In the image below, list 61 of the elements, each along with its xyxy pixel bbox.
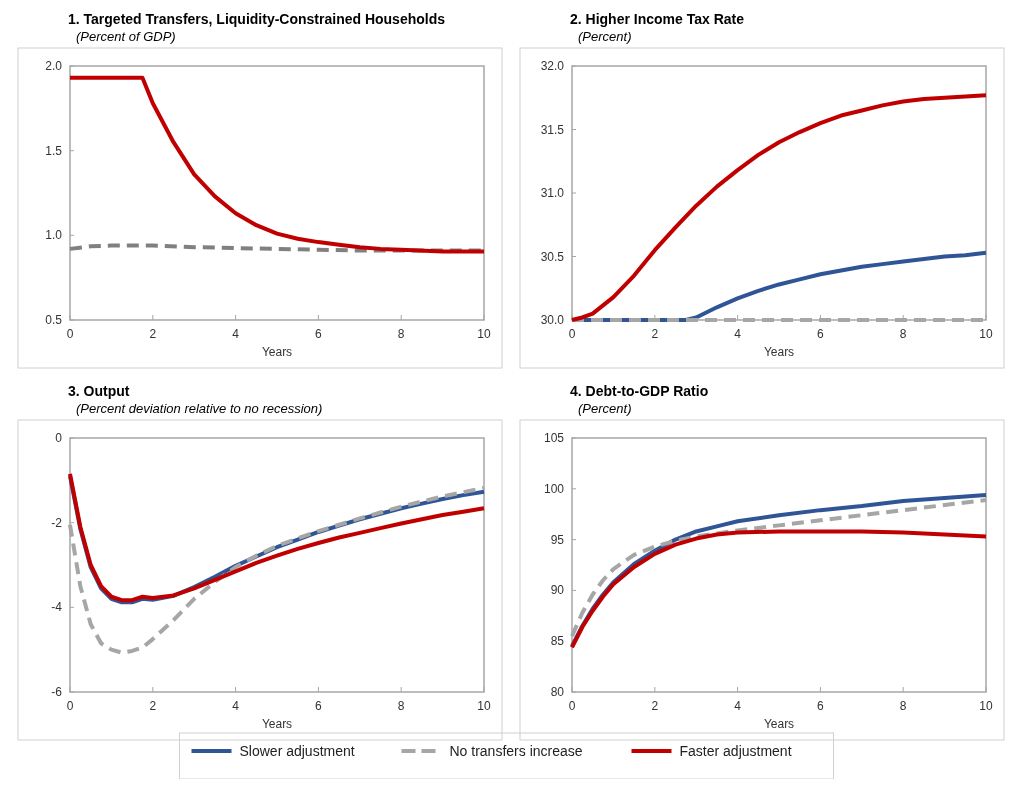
x-tick-label: 0 (66, 699, 74, 713)
legend-label: Slower adjustment (239, 743, 355, 759)
x-tick-label: 10 (979, 327, 993, 341)
x-tick-label: 2 (651, 699, 659, 713)
chart-subtitle: (Percent) (578, 29, 632, 44)
x-tick-label: 6 (315, 327, 323, 341)
x-tick-label: 8 (899, 699, 907, 713)
chart-subtitle: (Percent) (578, 401, 632, 416)
x-tick-label: 0 (66, 327, 74, 341)
x-tick-label: 6 (315, 699, 323, 713)
legend-label: No transfers increase (449, 743, 583, 759)
y-tick-label: -2 (51, 515, 63, 530)
y-tick-label: -4 (51, 600, 63, 615)
y-tick-label: 30.0 (540, 313, 565, 327)
y-tick-label: 1.5 (45, 143, 63, 158)
y-tick-label: 30.5 (540, 249, 565, 264)
x-tick-label: 10 (477, 327, 491, 341)
y-tick-label: 80 (550, 685, 565, 699)
x-tick-label: 2 (149, 699, 157, 713)
y-tick-label: 0 (55, 431, 63, 445)
y-tick-label: 32.0 (540, 59, 565, 73)
x-axis-title: Years (261, 717, 293, 731)
chart-subtitle: (Percent of GDP) (76, 29, 176, 44)
x-axis-title: Years (763, 345, 795, 359)
x-tick-label: 8 (899, 327, 907, 341)
y-tick-label: 2.0 (45, 59, 63, 73)
y-tick-label: 105 (543, 431, 565, 445)
y-tick-label: -6 (51, 685, 63, 699)
chart-title: 4. Debt-to-GDP Ratio (570, 383, 709, 399)
x-tick-label: 2 (651, 327, 659, 341)
y-tick-label: 1.0 (45, 228, 63, 243)
x-tick-label: 8 (397, 327, 405, 341)
y-tick-label: 100 (543, 481, 565, 496)
y-tick-label: 90 (550, 583, 565, 598)
x-tick-label: 10 (979, 699, 993, 713)
y-tick-label: 85 (550, 634, 565, 649)
chart-title: 1. Targeted Transfers, Liquidity-Constrained Households (68, 11, 446, 27)
y-tick-label: 95 (550, 532, 565, 547)
y-tick-label: 31.0 (540, 186, 565, 200)
x-tick-label: 4 (232, 327, 240, 341)
legend-label: Faster adjustment (679, 743, 792, 759)
y-tick-label: 31.5 (540, 122, 565, 137)
x-tick-label: 0 (568, 327, 576, 341)
line-series (570, 93, 988, 322)
y-tick-label: 0.5 (45, 313, 63, 327)
x-tick-label: 8 (397, 699, 405, 713)
x-tick-label: 0 (568, 699, 576, 713)
x-axis-title: Years (261, 345, 293, 359)
x-tick-label: 10 (477, 699, 491, 713)
chart-title: 3. Output (68, 383, 130, 399)
x-tick-label: 4 (232, 699, 240, 713)
line-series (570, 529, 988, 650)
x-tick-label: 4 (734, 327, 742, 341)
x-tick-label: 6 (817, 327, 825, 341)
x-tick-label: 2 (149, 327, 157, 341)
chart-subtitle: (Percent deviation relative to no recession) (76, 401, 323, 416)
x-axis-title: Years (763, 717, 795, 731)
chart-title: 2. Higher Income Tax Rate (570, 11, 745, 27)
x-tick-label: 4 (734, 699, 742, 713)
x-tick-label: 6 (817, 699, 825, 713)
line-series (68, 75, 486, 254)
